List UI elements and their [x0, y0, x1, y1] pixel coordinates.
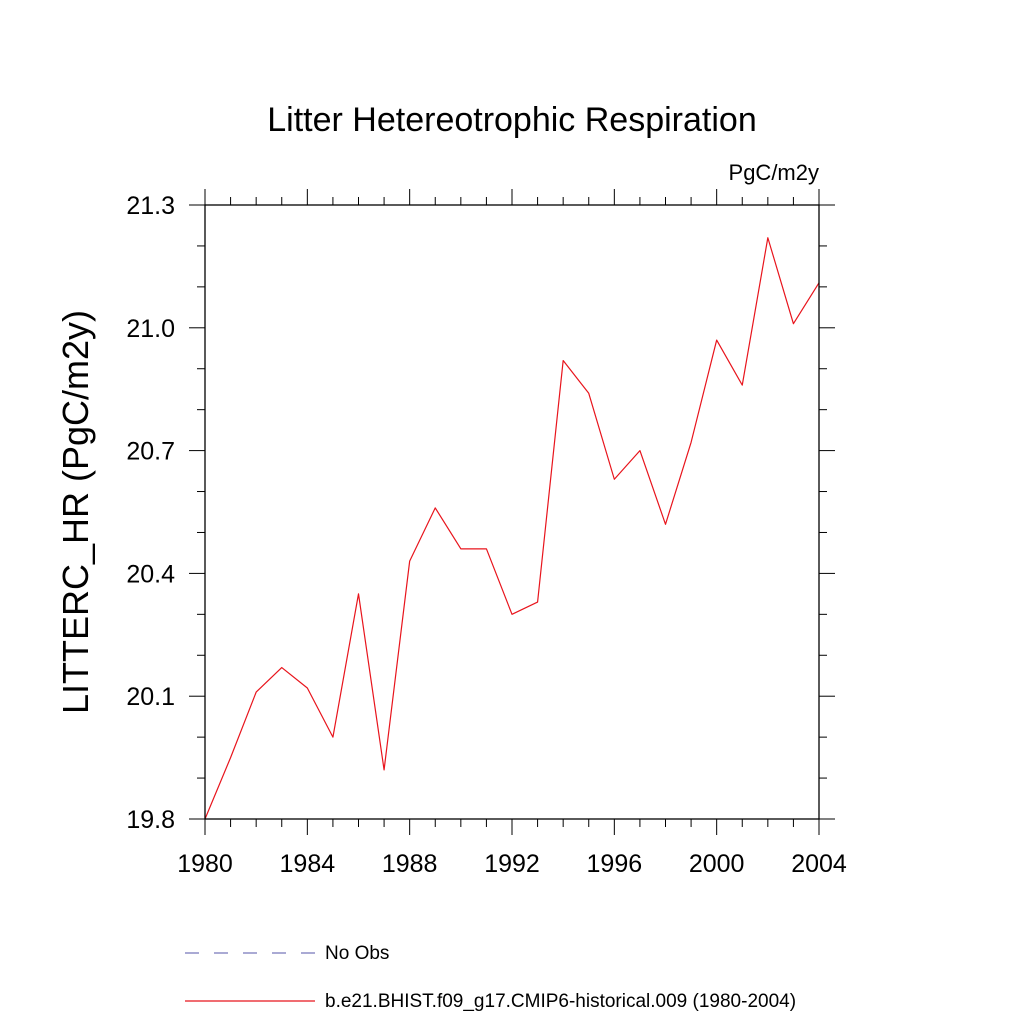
axis-ticks	[189, 189, 835, 835]
x-tick-label: 1984	[280, 850, 336, 878]
chart-title: Litter Hetereotrophic Respiration	[267, 101, 756, 139]
series-line-1	[204, 237, 820, 820]
x-tick-label: 1988	[382, 850, 438, 878]
x-tick-label: 1992	[484, 850, 540, 878]
x-tick-label: 2000	[689, 850, 745, 878]
y-tick-label: 21.0	[126, 315, 175, 343]
legend-label-model: b.e21.BHIST.f09_g17.CMIP6-historical.009…	[325, 991, 796, 1012]
y-tick-label: 21.3	[126, 192, 175, 220]
axis-tick-labels: 1980 1984 1988 1992 1996 2000 2004 19.8 20.1 20.4…	[126, 192, 847, 878]
x-tick-label: 1980	[177, 850, 233, 878]
y-axis-label: LITTERC_HR (PgC/m2y)	[55, 310, 96, 714]
plot-frame	[204, 204, 820, 820]
y-tick-label: 20.1	[126, 683, 175, 711]
legend-label-no-obs: No Obs	[325, 943, 389, 964]
legend: No Obs b.e21.BHIST.f09_g17.CMIP6-histori…	[185, 943, 796, 1012]
units-label: PgC/m2y	[729, 160, 819, 185]
y-tick-label: 19.8	[126, 806, 175, 834]
y-tick-label: 20.4	[126, 560, 175, 588]
x-tick-label: 1996	[587, 850, 643, 878]
y-tick-label: 20.7	[126, 438, 175, 466]
x-tick-label: 2004	[791, 850, 847, 878]
series-lines	[204, 237, 820, 820]
